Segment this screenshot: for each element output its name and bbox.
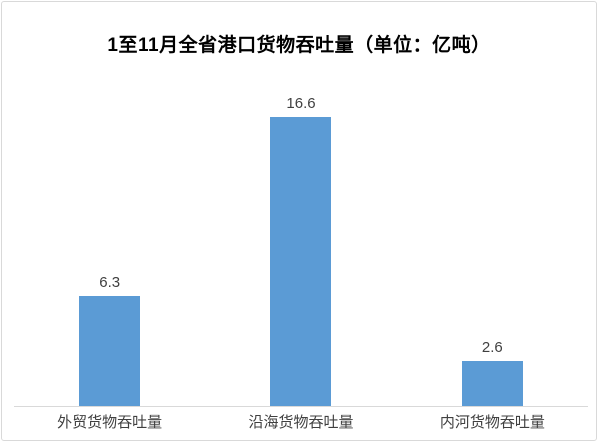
x-axis-label-foreign-trade: 外贸货物吞吐量 [57,414,163,431]
bar-group-coastal: 16.6 [205,86,396,406]
chart-title: 1至11月全省港口货物吞吐量（单位：亿吨） [107,35,491,56]
bar-group-foreign-trade: 6.3 [14,86,205,406]
bar-value-label: 6.3 [99,274,121,291]
x-axis-labels: 外贸货物吞吐量 沿海货物吞吐量 内河货物吞吐量 [14,411,588,432]
bar-value-label: 2.6 [481,339,503,356]
x-axis-label-coastal: 沿海货物吞吐量 [248,414,354,431]
bar-foreign-trade [79,296,141,406]
bar-coastal [270,117,332,406]
bar-value-label: 16.6 [286,95,316,112]
bar-group-inland-river: 2.6 [397,86,588,406]
plot-area: 6.3 16.6 2.6 [14,86,588,407]
x-axis-label-inland-river: 内河货物吞吐量 [439,414,545,431]
bar-inland-river [461,361,523,406]
